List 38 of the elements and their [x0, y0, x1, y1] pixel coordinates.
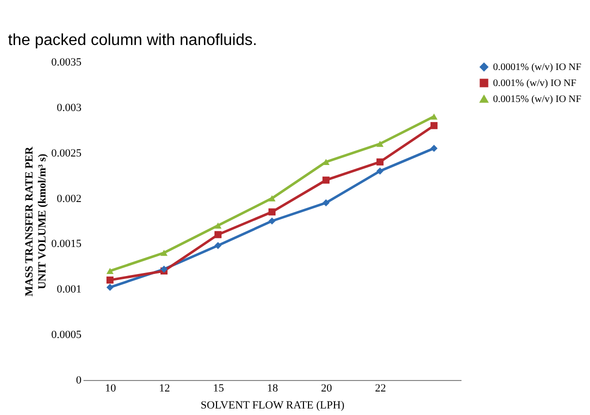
x-tick-label: 10 [105, 382, 116, 394]
x-tick-label: 12 [159, 382, 170, 394]
point [322, 176, 330, 184]
point [268, 217, 276, 225]
point [106, 268, 114, 274]
point [430, 144, 438, 152]
x-tick-label: 20 [321, 382, 332, 394]
point [214, 231, 222, 238]
point [430, 122, 438, 130]
point [376, 140, 384, 147]
point [160, 250, 168, 256]
y-tick-label: 0.0005 [51, 329, 82, 342]
text: the packed column with nanofluids. [8, 32, 258, 49]
legend-label: 0.0015% (w/v) IO NF [493, 94, 582, 105]
x-tick-label: 22 [375, 382, 386, 394]
y-tick-label: 0.0035 [51, 56, 82, 68]
legend-label: 0.0001% (w/v) IO NF [493, 62, 582, 73]
y-axis-title: MASS TRANSFER RATE PER UNIT VOLUME (kmol/m³ s) [23, 146, 48, 296]
y-tick-label: 0.0025 [51, 147, 82, 160]
point [376, 158, 384, 166]
point [430, 113, 438, 120]
point [322, 199, 330, 206]
point [268, 195, 276, 202]
y-tick-label: 0.003 [56, 102, 82, 114]
point [214, 222, 222, 229]
y-tick-label: 0.002 [56, 192, 82, 205]
y-tick-label: 0.001 [56, 284, 82, 296]
y-tick-label: 0 [76, 374, 82, 386]
legend-label: 0.001% (w/v) IO NF [493, 78, 577, 89]
x-tick-label: 18 [267, 382, 278, 394]
point [214, 242, 222, 250]
x-axis-title: SOLVENT FLOW RATE (LPH) [200, 400, 345, 412]
x-tick-label: 15 [213, 382, 224, 394]
point [106, 276, 114, 284]
y-tick-label: 0.0015 [51, 238, 82, 250]
point [376, 167, 384, 175]
point [106, 284, 114, 291]
point [268, 208, 276, 216]
